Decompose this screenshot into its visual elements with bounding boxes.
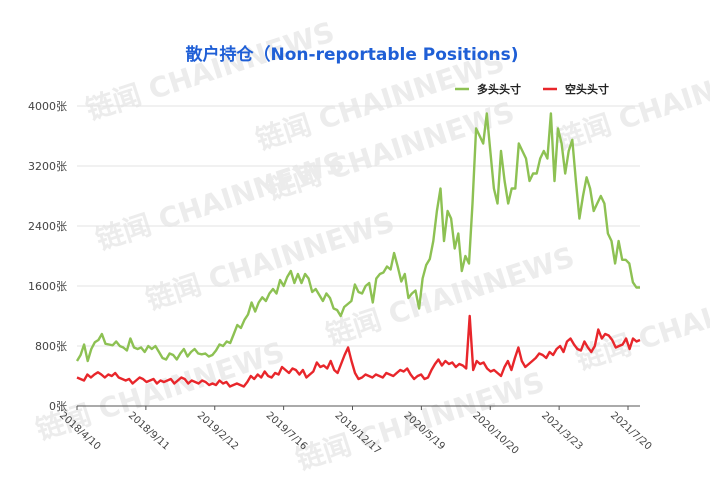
y-tick-label: 4000张 <box>28 100 67 113</box>
y-tick-label: 0张 <box>49 400 67 413</box>
x-tick-label: 2021/7/20 <box>608 410 653 452</box>
legend-label: 空头头寸 <box>565 82 609 96</box>
watermark-text: 链闻 CHAINNEWS <box>572 265 710 376</box>
series-line-long <box>75 112 640 363</box>
x-tick-label: 2020/10/20 <box>470 410 520 457</box>
watermark-text: 链闻 CHAINNEWS <box>322 240 578 351</box>
legend: 多头头寸 空头头寸 <box>455 82 609 96</box>
x-tick-label: 2019/7/16 <box>264 410 309 452</box>
y-axis: 0张 800张 1600张 2400张 3200张 4000张 <box>28 100 67 413</box>
y-tick-label: 800张 <box>35 340 67 353</box>
y-tick-label: 3200张 <box>28 160 67 173</box>
series-line-short <box>76 314 641 388</box>
y-tick-label: 2400张 <box>28 220 67 233</box>
y-tick-label: 1600张 <box>28 280 67 293</box>
x-tick-label: 2019/2/12 <box>195 410 240 452</box>
x-tick-label: 2021/3/23 <box>539 410 584 452</box>
watermark-text: 链闻 CHAINNEWS <box>552 45 710 156</box>
gridlines <box>77 105 640 407</box>
series-layer <box>75 112 641 388</box>
chart-title: 散户持仓（Non-reportable Positions) <box>186 44 519 65</box>
x-tick-label: 2018/9/11 <box>126 410 171 452</box>
legend-label: 多头头寸 <box>477 82 521 96</box>
